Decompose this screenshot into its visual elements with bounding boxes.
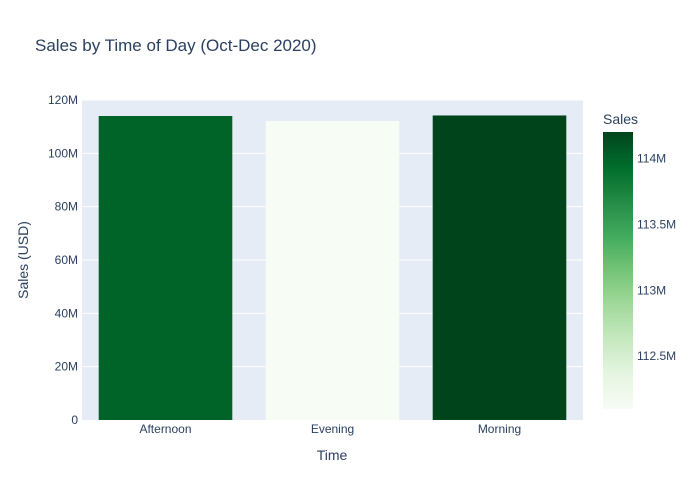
y-tick-label: 100M xyxy=(48,146,78,160)
colorbar-tick-label: 113.5M xyxy=(637,217,676,231)
colorbar: Sales 112.5M 113M 113.5M 114M xyxy=(603,111,676,409)
colorbar-scale xyxy=(603,132,633,409)
bar-morning xyxy=(432,115,567,420)
colorbar-title: Sales xyxy=(603,111,638,127)
chart-title: Sales by Time of Day (Oct-Dec 2020) xyxy=(35,36,317,55)
x-axis-title: Time xyxy=(317,447,348,463)
y-tick-label: 0 xyxy=(71,413,78,427)
y-tick-label: 40M xyxy=(55,306,78,320)
colorbar-tick-label: 113M xyxy=(637,283,666,297)
bar-afternoon xyxy=(98,116,233,420)
x-tick-label: Afternoon xyxy=(139,422,191,436)
y-tick-label: 120M xyxy=(48,93,78,107)
colorbar-tick-label: 112.5M xyxy=(637,349,676,363)
x-tick-label: Evening xyxy=(311,422,354,436)
colorbar-tick-labels: 112.5M 113M 113.5M 114M xyxy=(637,151,676,363)
y-tick-labels: 0 20M 40M 60M 80M 100M 120M xyxy=(48,93,78,427)
y-tick-label: 20M xyxy=(55,360,78,374)
colorbar-tick-label: 114M xyxy=(637,151,666,165)
bars xyxy=(98,115,567,421)
bar-evening xyxy=(265,121,400,421)
y-axis-title: Sales (USD) xyxy=(15,221,31,299)
y-tick-label: 60M xyxy=(55,253,78,267)
x-tick-label: Morning xyxy=(478,422,521,436)
x-tick-labels: Afternoon Evening Morning xyxy=(139,422,521,436)
y-tick-label: 80M xyxy=(55,200,78,214)
